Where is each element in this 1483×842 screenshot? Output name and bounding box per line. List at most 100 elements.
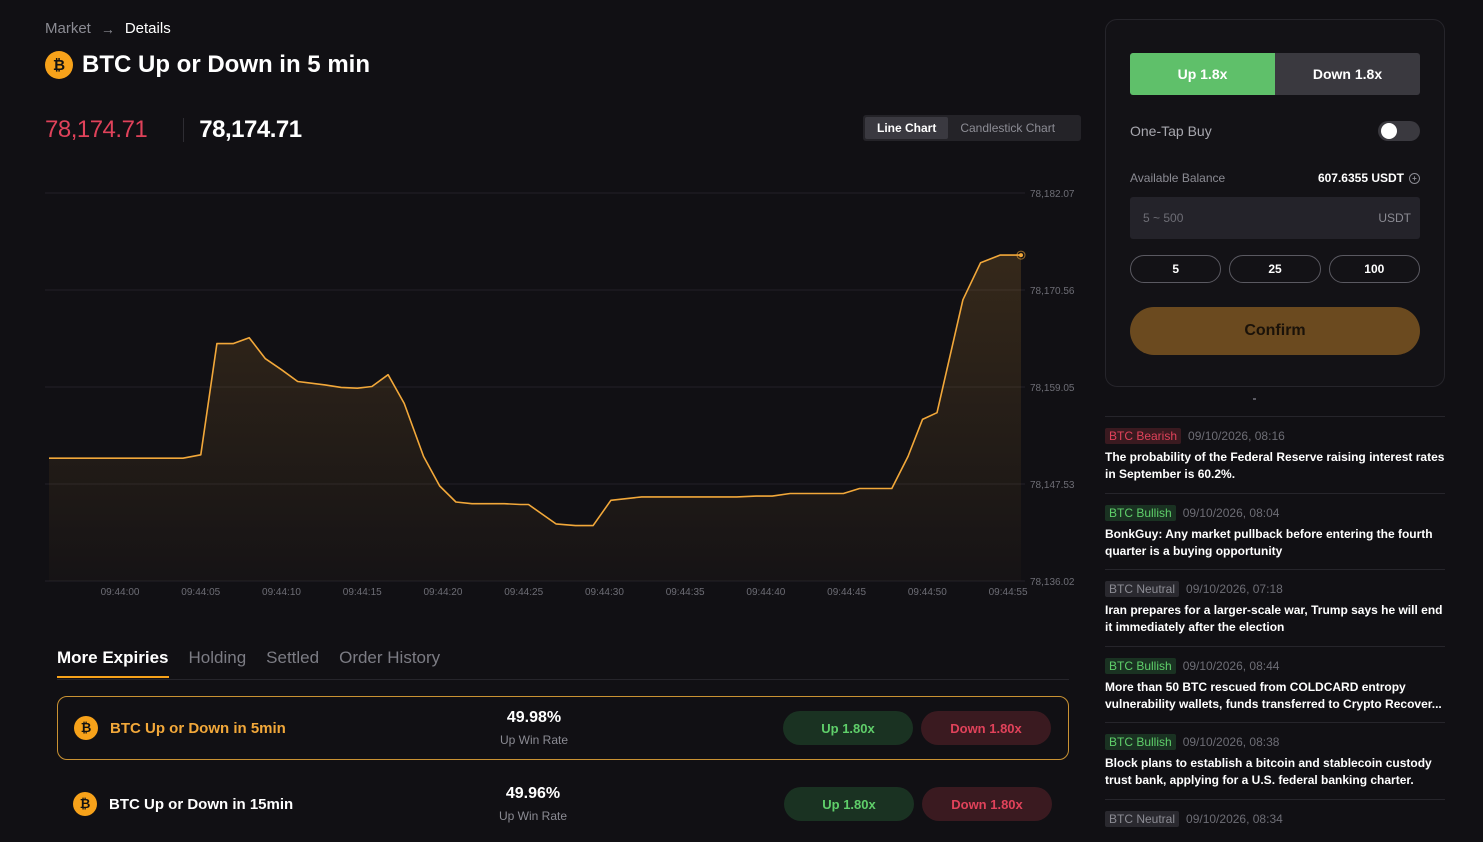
x-tick-label: 09:44:10 bbox=[262, 587, 301, 598]
news-headline: BonkGuy: Any market pullback before ente… bbox=[1105, 527, 1433, 558]
quick-amounts: 5 25 100 bbox=[1130, 255, 1420, 283]
expiry-rate: 49.96% Up Win Rate bbox=[443, 785, 623, 823]
news-meta: BTC Neutral 09/10/2026, 07:18 bbox=[1105, 581, 1445, 597]
x-tick-label: 09:44:05 bbox=[181, 587, 220, 598]
news-item[interactable]: BTC Bullish 09/10/2026, 08:04 BonkGuy: A… bbox=[1105, 493, 1445, 560]
x-tick-label: 09:44:20 bbox=[423, 587, 462, 598]
x-tick-label: 09:44:35 bbox=[666, 587, 705, 598]
breadcrumb-current: Details bbox=[124, 20, 171, 37]
switch-knob bbox=[1381, 123, 1397, 139]
news-meta: BTC Bullish 09/10/2026, 08:04 bbox=[1105, 505, 1445, 521]
price-chart: 78,182.07 78,170.56 78,159.05 78,147.53 78,1… bbox=[45, 180, 1085, 600]
expiry-row-5min[interactable]: ₿ BTC Up or Down in 5min 49.98% Up Win R… bbox=[57, 696, 1069, 760]
expiry-row-15min[interactable]: ₿ BTC Up or Down in 15min 49.96% Up Win … bbox=[57, 772, 1069, 836]
balance-label: Available Balance bbox=[1130, 171, 1226, 185]
y-tick-label: 78,182.07 bbox=[1030, 189, 1075, 200]
x-tick-label: 09:44:00 bbox=[101, 587, 140, 598]
news-headline: Iran prepares for a larger-scale war, Tr… bbox=[1105, 603, 1443, 634]
one-tap-switch[interactable] bbox=[1378, 121, 1420, 141]
news-timestamp: 09/10/2026, 07:18 bbox=[1186, 582, 1283, 596]
expiry-up-button[interactable]: Up 1.80x bbox=[784, 787, 914, 821]
y-tick-label: 78,136.02 bbox=[1030, 577, 1075, 588]
news-meta: BTC Bearish 09/10/2026, 08:16 bbox=[1105, 428, 1445, 444]
tab-settled[interactable]: Settled bbox=[266, 648, 320, 667]
up-win-rate-value: 49.96% bbox=[505, 785, 561, 802]
amount-unit: USDT bbox=[1378, 211, 1411, 225]
down-side-button[interactable]: Down 1.8x bbox=[1312, 66, 1383, 82]
x-tick-label: 09:44:55 bbox=[989, 587, 1028, 598]
trade-panel: Up 1.8x Down 1.8x One-Tap Buy Available … bbox=[1105, 19, 1445, 387]
last-point-halo bbox=[1016, 250, 1026, 260]
line-chart-tab[interactable]: Line Chart bbox=[865, 117, 949, 139]
tab-order-history[interactable]: Order History bbox=[339, 648, 441, 667]
sentiment-badge: BTC Neutral bbox=[1105, 811, 1180, 827]
candlestick-chart-tab[interactable]: Candlestick Chart bbox=[960, 121, 1056, 135]
amount-field: USDT bbox=[1130, 197, 1420, 239]
last-price: 78,174.71 bbox=[199, 116, 302, 143]
price-line bbox=[49, 254, 1021, 527]
sentiment-badge: BTC Bearish bbox=[1105, 428, 1182, 444]
bitcoin-icon: ₿ bbox=[45, 51, 73, 79]
expiry-down-button[interactable]: Down 1.80x bbox=[922, 787, 1052, 821]
last-point-marker bbox=[1019, 253, 1023, 258]
news-item[interactable]: BTC Bearish 09/10/2026, 08:16 The probab… bbox=[1105, 416, 1445, 483]
direction-toggle: Up 1.8x Down 1.8x bbox=[1130, 53, 1420, 95]
tab-more-expiries[interactable]: More Expiries bbox=[57, 648, 169, 678]
news-timestamp: 09/10/2026, 08:04 bbox=[1182, 506, 1280, 520]
expiry-down-button[interactable]: Down 1.80x bbox=[921, 711, 1051, 745]
expiry-name-text: BTC Up or Down in 15min bbox=[109, 795, 294, 813]
arrow-right-icon: → bbox=[100, 20, 115, 37]
price-area bbox=[49, 255, 1021, 581]
up-win-rate-label: Up Win Rate bbox=[499, 733, 569, 747]
expiry-name-text: BTC Up or Down in 5min bbox=[110, 719, 286, 737]
tab-holding[interactable]: Holding bbox=[188, 648, 247, 667]
expiry-name: ₿ BTC Up or Down in 5min bbox=[74, 716, 454, 740]
news-timestamp: 09/10/2026, 08:16 bbox=[1188, 429, 1285, 443]
bottom-tabs: More Expiries Holding Settled Order Hist… bbox=[57, 648, 440, 678]
news-headline: The probability of the Federal Reserve r… bbox=[1105, 450, 1445, 481]
scroll-indicator bbox=[1253, 398, 1256, 400]
breadcrumb-market-link[interactable]: Market bbox=[45, 20, 91, 37]
news-list: BTC Bearish 09/10/2026, 08:16 The probab… bbox=[1105, 398, 1445, 842]
y-tick-label: 78,159.05 bbox=[1030, 383, 1075, 394]
news-item[interactable]: BTC Bullish 09/10/2026, 08:44 More than … bbox=[1105, 646, 1445, 713]
bitcoin-icon: ₿ bbox=[73, 792, 97, 816]
x-tick-label: 09:44:25 bbox=[504, 587, 543, 598]
x-tick-label: 09:44:15 bbox=[343, 587, 382, 598]
bitcoin-icon: ₿ bbox=[74, 716, 98, 740]
news-meta: BTC Bullish 09/10/2026, 08:44 bbox=[1105, 658, 1445, 674]
confirm-button[interactable]: Confirm bbox=[1130, 307, 1420, 355]
news-item[interactable]: BTC Neutral 09/10/2026, 07:18 Iran prepa… bbox=[1105, 569, 1445, 636]
y-tick-label: 78,147.53 bbox=[1030, 480, 1075, 491]
one-tap-label: One-Tap Buy bbox=[1130, 123, 1212, 139]
news-item[interactable]: BTC Bullish 09/10/2026, 08:38 Block plan… bbox=[1105, 722, 1445, 789]
price-row: 78,174.71 78,174.71 bbox=[45, 116, 302, 144]
quick-amount-5[interactable]: 5 bbox=[1130, 255, 1222, 283]
up-win-rate-label: Up Win Rate bbox=[498, 809, 568, 823]
news-meta: BTC Neutral 09/10/2026, 08:34 bbox=[1105, 811, 1445, 827]
price-chart-svg: 78,182.07 78,170.56 78,159.05 78,147.53 78,1… bbox=[45, 189, 1075, 598]
x-tick-label: 09:44:40 bbox=[746, 587, 785, 598]
balance-value: 607.6355 USDT bbox=[1317, 171, 1404, 185]
tabs-divider bbox=[57, 679, 1069, 680]
news-item[interactable]: BTC Neutral 09/10/2026, 08:34 bbox=[1105, 799, 1445, 832]
x-tick-label: 09:44:50 bbox=[908, 587, 947, 598]
news-timestamp: 09/10/2026, 08:38 bbox=[1182, 735, 1280, 749]
up-side-button[interactable]: Up 1.8x bbox=[1130, 53, 1275, 95]
price-divider bbox=[183, 118, 185, 142]
news-timestamp: 09/10/2026, 08:44 bbox=[1182, 659, 1280, 673]
add-circle-icon[interactable]: + bbox=[1409, 172, 1420, 184]
expiry-up-button[interactable]: Up 1.80x bbox=[783, 711, 913, 745]
mark-price: 78,174.71 bbox=[45, 116, 148, 143]
sentiment-badge: BTC Neutral bbox=[1105, 581, 1180, 597]
title-row: ₿ BTC Up or Down in 5 min bbox=[45, 51, 370, 79]
x-tick-label: 09:44:30 bbox=[585, 587, 624, 598]
amount-input[interactable] bbox=[1143, 211, 1379, 225]
news-meta: BTC Bullish 09/10/2026, 08:38 bbox=[1105, 734, 1445, 750]
quick-amount-25[interactable]: 25 bbox=[1229, 255, 1321, 283]
quick-amount-100[interactable]: 100 bbox=[1328, 255, 1420, 283]
expiry-rate: 49.98% Up Win Rate bbox=[444, 709, 624, 747]
page-title: BTC Up or Down in 5 min bbox=[82, 51, 370, 78]
balance-value-wrap: 607.6355 USDT + bbox=[1318, 171, 1420, 185]
